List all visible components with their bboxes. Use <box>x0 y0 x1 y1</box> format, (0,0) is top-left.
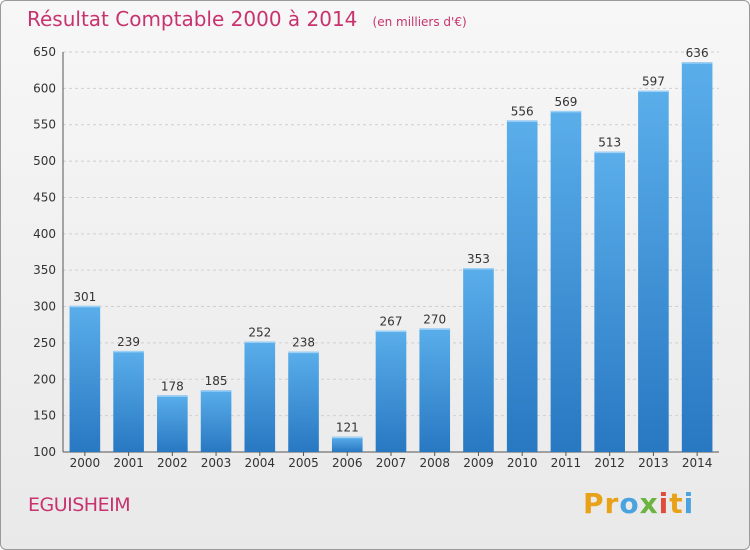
bar <box>288 351 319 452</box>
bar <box>113 350 144 452</box>
chart-title-block: Résultat Comptable 2000 à 2014 (en milli… <box>27 7 467 31</box>
bar <box>506 120 538 452</box>
bar-highlight <box>638 90 669 93</box>
proxiti-logo: Proxiti <box>583 487 694 520</box>
bar-highlight <box>244 341 276 343</box>
bar-highlight <box>113 350 144 353</box>
logo-letter: i <box>658 487 670 520</box>
x-tick-label: 2005 <box>288 456 319 470</box>
data-label: 238 <box>292 336 315 350</box>
bar <box>594 151 625 453</box>
logo-letter: r <box>604 487 620 520</box>
bar <box>331 436 363 452</box>
data-label: 270 <box>423 312 446 326</box>
x-tick-label: 2009 <box>463 456 494 470</box>
bar-highlight <box>288 351 319 354</box>
data-label: 185 <box>205 374 228 388</box>
logo-letter: o <box>619 487 640 520</box>
x-tick-label: 2001 <box>113 456 144 470</box>
x-tick-label: 2008 <box>419 456 450 470</box>
bar-highlight <box>375 330 407 333</box>
bar <box>419 328 451 452</box>
bar-highlight <box>506 120 538 122</box>
logo-letter: P <box>583 487 605 520</box>
bar <box>638 90 669 452</box>
logo-letter: t <box>669 487 684 520</box>
bar <box>550 110 582 452</box>
x-tick-label: 2003 <box>201 456 232 470</box>
bar-highlight <box>419 328 451 330</box>
bar-highlight <box>681 62 713 64</box>
y-tick-label: 600 <box>33 81 56 95</box>
x-tick-label: 2006 <box>332 456 363 470</box>
y-tick-label: 200 <box>33 372 56 386</box>
y-tick-label: 500 <box>33 154 56 168</box>
bar-highlight <box>463 268 494 270</box>
data-label: 513 <box>598 136 621 150</box>
bar <box>681 62 713 452</box>
y-tick-label: 150 <box>33 409 56 423</box>
y-tick-label: 450 <box>33 190 56 204</box>
x-tick-label: 2012 <box>594 456 625 470</box>
data-label: 597 <box>642 75 665 89</box>
x-tick-label: 2002 <box>157 456 188 470</box>
x-tick-label: 2013 <box>638 456 669 470</box>
y-tick-label: 350 <box>33 263 56 277</box>
bar-highlight <box>594 151 625 154</box>
chart-subtitle: (en milliers d'€) <box>372 15 467 29</box>
data-label: 267 <box>380 315 403 329</box>
bar <box>200 390 232 452</box>
logo-letter: i <box>683 487 695 520</box>
y-tick-label: 300 <box>33 300 56 314</box>
data-label: 252 <box>248 325 271 339</box>
x-tick-label: 2000 <box>70 456 101 470</box>
y-tick-label: 650 <box>33 45 56 59</box>
x-tick-label: 2004 <box>245 456 276 470</box>
bar-highlight <box>331 436 363 439</box>
data-label: 569 <box>554 95 577 109</box>
y-tick-label: 550 <box>33 118 56 132</box>
chart-title: Résultat Comptable 2000 à 2014 <box>27 7 358 31</box>
city-name: EGUISHEIM <box>28 494 131 516</box>
data-label: 353 <box>467 252 490 266</box>
x-tick-label: 2010 <box>507 456 538 470</box>
bar <box>157 395 188 452</box>
data-label: 239 <box>117 335 140 349</box>
y-tick-label: 100 <box>33 445 56 459</box>
bar-highlight <box>200 390 232 392</box>
bar-highlight <box>69 305 101 308</box>
bar <box>463 268 494 452</box>
x-tick-label: 2011 <box>551 456 582 470</box>
bar-highlight <box>157 395 188 397</box>
bar <box>375 330 407 452</box>
bar <box>244 341 276 452</box>
logo-letter: x <box>639 487 659 520</box>
y-tick-label: 400 <box>33 227 56 241</box>
data-label: 301 <box>73 290 96 304</box>
data-label: 636 <box>686 46 709 60</box>
x-tick-label: 2007 <box>376 456 407 470</box>
data-label: 178 <box>161 379 184 393</box>
data-label: 121 <box>336 421 359 435</box>
x-tick-label: 2014 <box>682 456 713 470</box>
bar <box>69 305 101 452</box>
y-tick-label: 250 <box>33 336 56 350</box>
data-label: 556 <box>511 104 534 118</box>
bar-highlight <box>550 110 582 113</box>
